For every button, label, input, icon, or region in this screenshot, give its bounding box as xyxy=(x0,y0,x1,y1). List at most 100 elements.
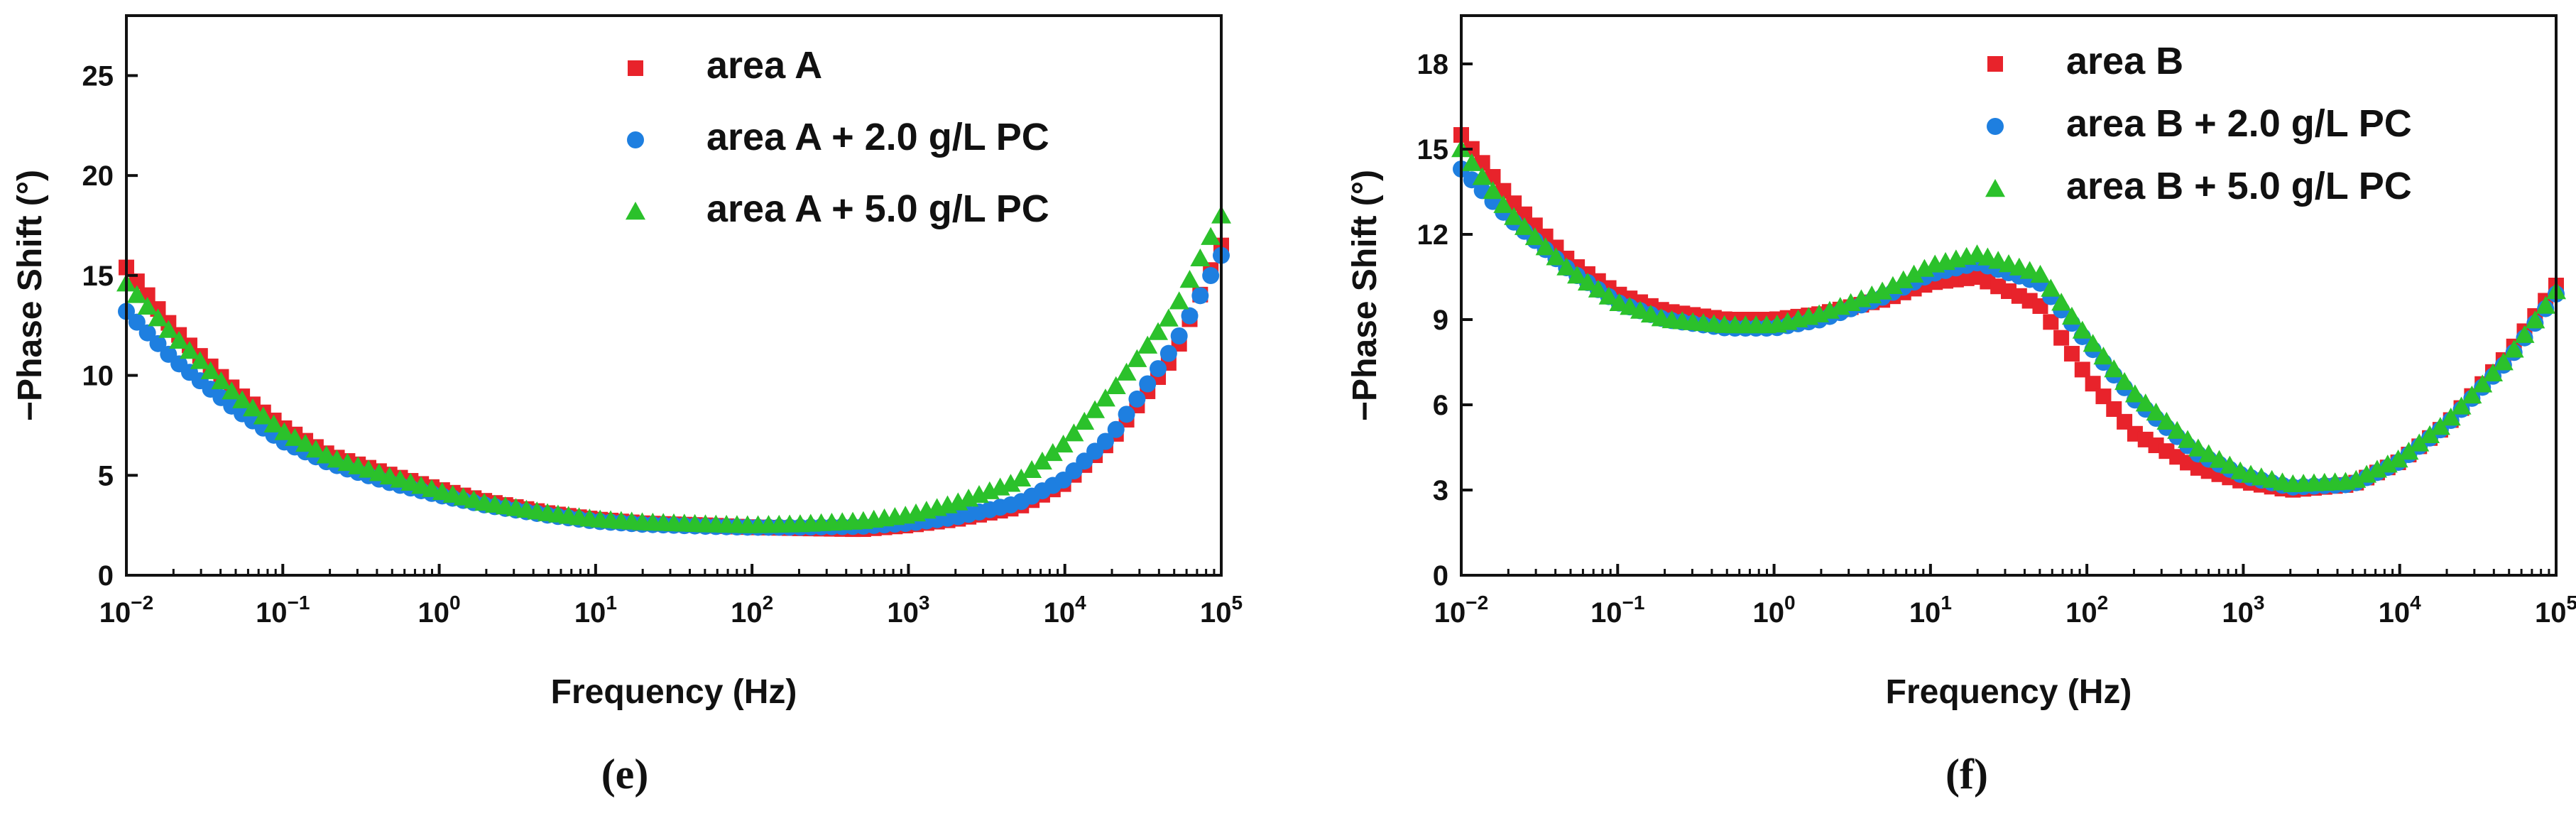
data-point xyxy=(2198,444,2219,462)
data-point xyxy=(2388,450,2408,468)
data-point xyxy=(1011,468,1032,486)
panel-label: (e) xyxy=(601,751,649,798)
data-point xyxy=(316,445,337,464)
data-point xyxy=(1118,406,1135,423)
y-axis-title: −Phase Shift (°) xyxy=(1346,170,1384,421)
data-point xyxy=(179,341,200,359)
data-point xyxy=(129,273,145,290)
data-point xyxy=(2472,374,2493,393)
data-point xyxy=(2178,430,2198,448)
y-tick-label: 5 xyxy=(98,460,114,491)
data-point xyxy=(190,351,210,369)
data-point xyxy=(1127,349,1147,367)
data-point xyxy=(2409,433,2430,452)
data-point xyxy=(158,320,179,338)
data-point xyxy=(2525,310,2545,329)
y-tick-label: 15 xyxy=(82,261,114,292)
data-point xyxy=(200,361,221,379)
data-point xyxy=(295,433,316,452)
data-point xyxy=(1042,442,1063,462)
legend-symbol xyxy=(626,202,645,220)
data-point xyxy=(1085,400,1106,418)
y-tick-label: 12 xyxy=(1417,219,1449,251)
data-point xyxy=(222,381,242,400)
legend-label-series-1: area B xyxy=(2066,40,2183,82)
data-point xyxy=(211,371,231,390)
data-point xyxy=(1524,227,1545,246)
legend-label-series-3: area A + 5.0 g/L PC xyxy=(706,187,1049,230)
data-point xyxy=(2032,298,2048,314)
data-point xyxy=(2095,388,2112,405)
data-point xyxy=(1000,474,1021,492)
data-point xyxy=(137,296,158,315)
data-point xyxy=(1493,195,1514,213)
data-point xyxy=(148,308,168,327)
data-point xyxy=(232,390,253,408)
data-point xyxy=(2220,455,2240,474)
data-point xyxy=(2146,402,2166,421)
legend-label-series-2: area A + 2.0 g/L PC xyxy=(706,116,1049,158)
data-point xyxy=(2430,417,2450,435)
data-point xyxy=(1137,335,1158,354)
data-point xyxy=(2536,295,2556,314)
data-point xyxy=(2083,334,2103,352)
panel-e: 0 5 10 15 20 25 10−2 10−1 100 101 102 103 104 105 −P… xyxy=(11,14,1243,798)
data-point xyxy=(1150,360,1167,378)
data-point xyxy=(1567,266,1588,284)
y-axis-title: −Phase Shift (°) xyxy=(11,170,49,421)
data-point xyxy=(1096,433,1114,450)
data-point xyxy=(1106,376,1126,394)
data-point xyxy=(2041,278,2061,297)
panel-label: (f) xyxy=(1945,751,1988,798)
data-point xyxy=(2483,363,2504,381)
data-point xyxy=(1032,451,1052,470)
data-point xyxy=(1609,293,1630,311)
data-point xyxy=(1170,327,1188,344)
legend-marker-series-3 xyxy=(1985,179,2005,197)
data-point xyxy=(1546,247,1566,266)
data-point xyxy=(1190,248,1211,267)
panel-f: 0 3 6 9 12 15 18 10−2 10−1 100 101 102 103 104 105 −P… xyxy=(1346,14,2576,798)
y-tick-label: 18 xyxy=(1417,49,1449,80)
data-point xyxy=(2104,359,2124,378)
data-point xyxy=(1640,304,1661,323)
data-point xyxy=(2053,330,2070,346)
data-point xyxy=(169,330,190,349)
data-point xyxy=(1893,270,1914,288)
legend-marker-series-1 xyxy=(628,60,643,76)
series-2 xyxy=(1453,161,2565,496)
data-point xyxy=(1064,423,1084,442)
x-tick-label: 100 xyxy=(418,592,461,629)
data-point xyxy=(2117,413,2133,430)
data-point xyxy=(1630,300,1651,319)
x-axis-ticks: 10−2 10−1 100 101 102 103 104 105 xyxy=(1434,564,2576,629)
data-point xyxy=(2124,384,2145,403)
data-point xyxy=(138,324,156,342)
x-tick-label: 105 xyxy=(1200,592,1243,629)
plot-marks xyxy=(1451,127,2566,498)
data-point xyxy=(263,414,284,433)
data-point xyxy=(1181,307,1199,325)
x-tick-label: 101 xyxy=(574,592,617,629)
y-tick-label: 15 xyxy=(1417,134,1449,165)
data-point xyxy=(1191,287,1209,305)
data-point xyxy=(285,428,305,446)
data-point xyxy=(2019,261,2040,279)
data-point xyxy=(1116,362,1137,381)
data-point xyxy=(1483,181,1503,200)
data-point xyxy=(2420,425,2440,443)
data-point xyxy=(1588,279,1608,298)
legend-symbol xyxy=(628,60,643,76)
data-point xyxy=(2493,352,2514,371)
plot-marks xyxy=(116,205,1231,538)
data-point xyxy=(1577,272,1598,291)
x-tick-label: 103 xyxy=(2222,592,2264,629)
data-point xyxy=(149,334,167,352)
data-point xyxy=(2440,408,2461,426)
y-tick-label: 6 xyxy=(1433,390,1448,421)
data-point xyxy=(1202,267,1220,285)
plot-frame xyxy=(125,14,1223,577)
data-point xyxy=(1095,388,1115,407)
data-point xyxy=(305,440,326,458)
series-3 xyxy=(116,205,1231,533)
